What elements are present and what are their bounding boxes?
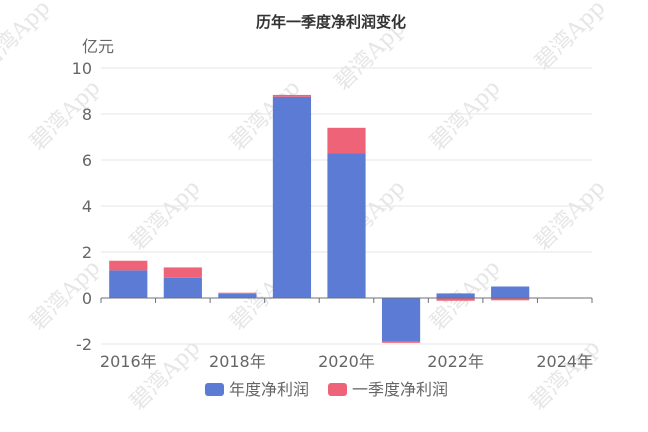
x-tick-label: 2022年	[427, 352, 484, 371]
watermark-text: 碧湾App	[125, 335, 205, 415]
watermark-text: 碧湾App	[525, 335, 605, 415]
bar-q1-2021	[381, 341, 421, 343]
bar-marks	[109, 94, 584, 343]
bar-annual-2017	[163, 277, 202, 298]
bar-annual-2018	[218, 293, 257, 298]
y-tick-label: 4	[82, 197, 92, 216]
y-tick-label: 0	[82, 289, 92, 308]
bar-q1-2017	[163, 267, 202, 278]
bar-q1-2016	[109, 260, 148, 271]
bar-q1-2022	[436, 298, 475, 301]
bar-annual-2022	[436, 293, 475, 298]
bar-q1-2018	[218, 292, 257, 294]
x-tick-label: 2016年	[100, 352, 157, 371]
watermark-text: 碧湾App	[25, 255, 105, 335]
watermark-text: 碧湾App	[25, 75, 105, 155]
bar-annual-2023	[491, 286, 530, 298]
legend-label-annual: 年度净利润	[229, 380, 309, 399]
bar-annual-2016	[109, 270, 148, 298]
watermark-text: 碧湾App	[425, 75, 505, 155]
watermark-text: 碧湾App	[0, 0, 55, 75]
bar-q1-2023	[491, 298, 530, 301]
x-tick-label: 2024年	[536, 352, 593, 371]
legend: 年度净利润 一季度净利润	[205, 380, 448, 399]
bar-annual-2020	[327, 153, 366, 298]
y-tick-label: 2	[82, 243, 92, 262]
y-tick-label: 10	[72, 59, 92, 78]
x-axis: 2016年 2018年 2020年 2022年 2024年	[100, 297, 593, 371]
y-tick-label: -2	[76, 335, 92, 354]
bar-q1-2019	[272, 94, 312, 97]
x-tick-label: 2020年	[318, 352, 375, 371]
y-tick-label: 8	[82, 105, 92, 124]
watermark-text: 碧湾App	[530, 175, 610, 255]
watermark-text: 碧湾App	[530, 0, 610, 75]
watermark-text: 碧湾App	[125, 175, 205, 255]
legend-swatch-annual	[205, 383, 224, 396]
y-tick-label: 6	[82, 151, 92, 170]
bar-annual-2021	[381, 298, 421, 342]
x-tick-label: 2018年	[209, 352, 266, 371]
y-axis-unit: 亿元	[82, 37, 114, 56]
legend-swatch-q1	[328, 383, 347, 396]
chart-title: 历年一季度净利润变化	[256, 13, 406, 31]
bar-annual-2019	[272, 96, 312, 298]
bar-q1-2020	[327, 127, 366, 154]
y-axis-ticks: -2 0 2 4 6 8 10	[72, 59, 92, 354]
legend-label-q1: 一季度净利润	[352, 380, 448, 399]
